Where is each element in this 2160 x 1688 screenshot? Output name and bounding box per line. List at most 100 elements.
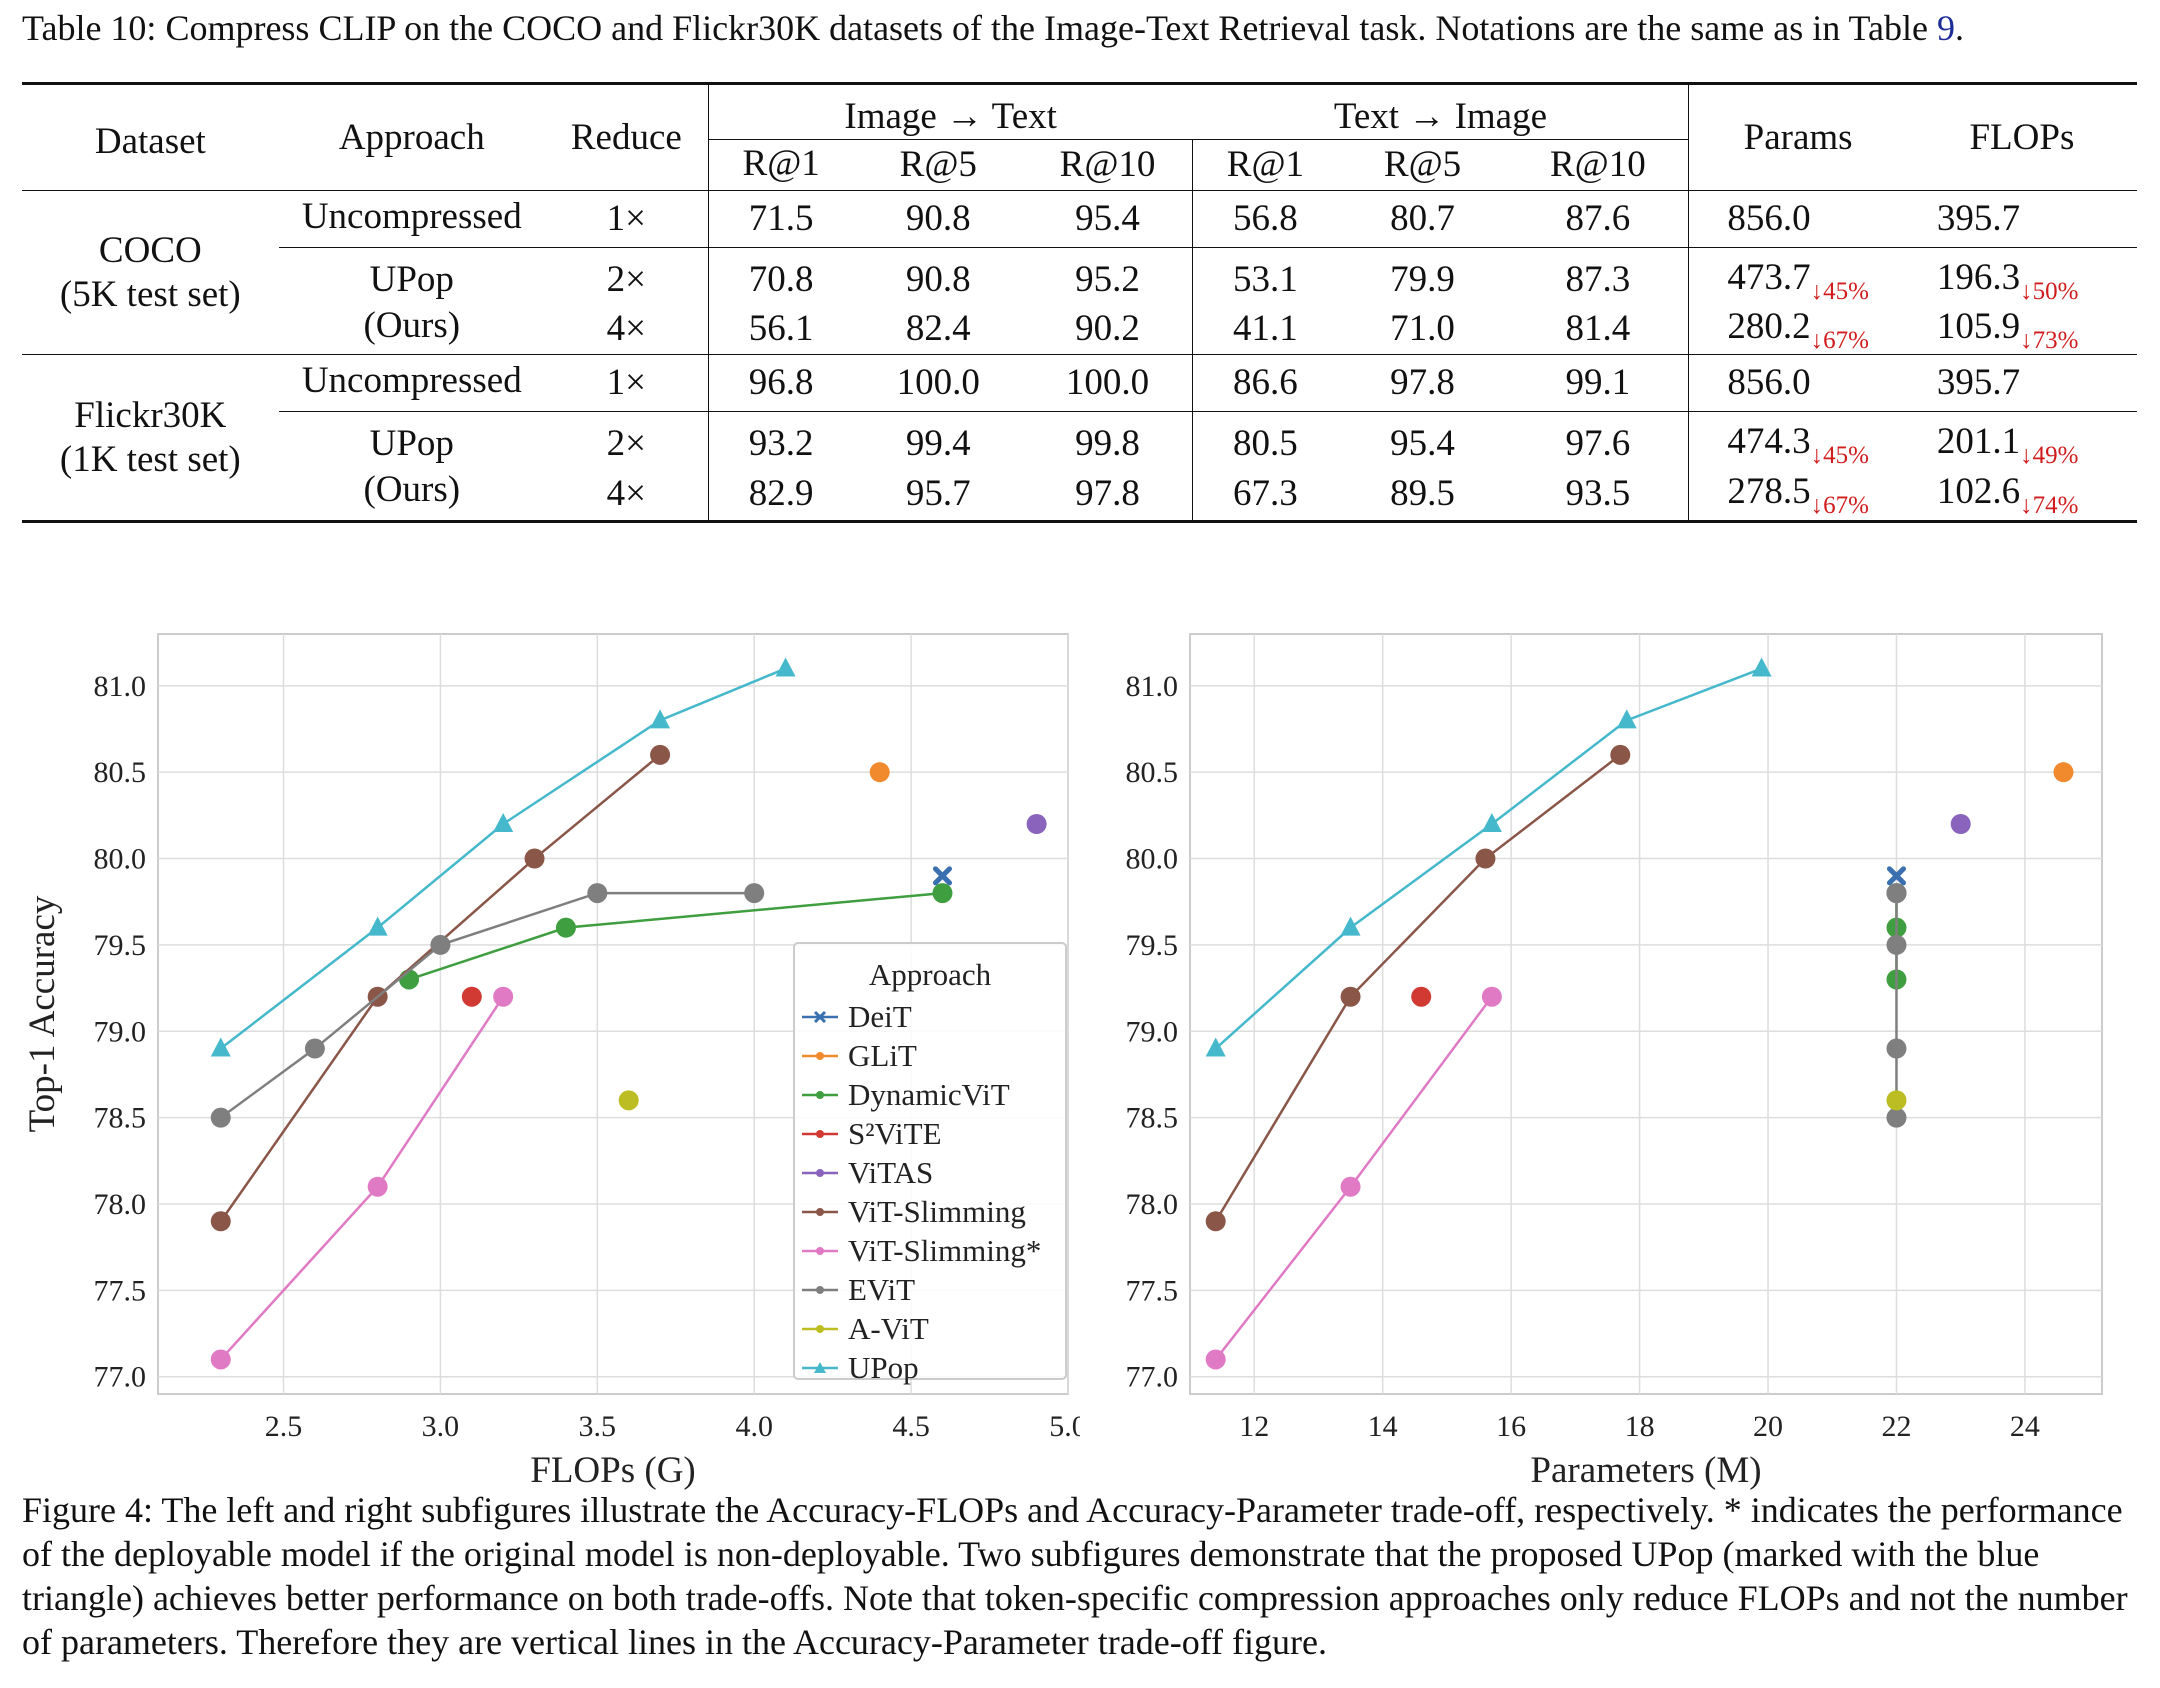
legend: Approach DeiT GLiT DynamicViT S²ViTE ViTAS ViT…: [793, 942, 1067, 1385]
results-table: Dataset Approach Reduce Image → Text Tex…: [22, 82, 2137, 523]
cell: 100.0: [853, 354, 1024, 412]
y-tick-label: 78.5: [1126, 1102, 1179, 1135]
flops-value: 201.1: [1936, 421, 2021, 462]
x-tick-label: 3.0: [422, 1410, 460, 1443]
params-delta: ↓67%: [1810, 492, 1869, 519]
legend-label-deit: DeiT: [848, 999, 912, 1034]
y-tick-label: 79.5: [94, 929, 147, 962]
point-vit-slimming-: [1481, 986, 1502, 1007]
params-value: 856.0: [1727, 362, 1811, 403]
series-line-vit-slimming: [1214, 753, 1622, 1222]
col-t2i: Text → Image: [1192, 83, 1690, 140]
y-tick-label: 78.0: [1126, 1188, 1179, 1221]
y-tick-label: 79.5: [1126, 929, 1179, 962]
flops-cell: 196.3↓50%: [1907, 248, 2137, 305]
y-tick-label: 78.0: [94, 1188, 147, 1221]
legend-label-vitas: ViTAS: [848, 1155, 933, 1190]
params-cell: 280.2↓67%: [1689, 304, 1907, 355]
legend-marker-deit: [813, 1010, 827, 1024]
params-value: 278.5: [1727, 471, 1811, 512]
params-cell: 856.0: [1688, 190, 1907, 248]
cell: 90.2: [1075, 308, 1140, 349]
cell: 99.1: [1507, 354, 1690, 412]
plot-frame: [1189, 633, 2103, 1395]
cell: 95.4: [1390, 423, 1455, 464]
flops-delta: ↓49%: [2020, 442, 2079, 469]
cell: 56.8: [1192, 190, 1338, 248]
point-dynamicvit: [399, 969, 420, 990]
point-deit: [1886, 866, 1906, 886]
x-axis-label: Parameters (M): [1530, 1450, 1761, 1490]
flops-value: 102.6: [1936, 471, 2021, 512]
header-row-1: Dataset Approach Reduce Image → Text Tex…: [22, 83, 2137, 162]
flops-cell: 102.6↓74%: [1907, 468, 2137, 522]
cell: 93.5: [1507, 468, 1690, 522]
cell: 99.8: [1075, 423, 1140, 464]
point-evit: [744, 883, 765, 904]
cell: 99.4: [905, 423, 971, 464]
cell: 95.7: [905, 473, 971, 514]
point-evit: [587, 883, 608, 904]
cell: 86.6: [1192, 354, 1338, 412]
cross-stroke: [932, 866, 952, 886]
point-dynamicvit: [555, 917, 576, 938]
point-upop: [775, 657, 796, 677]
flops-cell: 395.7: [1906, 190, 2137, 248]
cell: 82.9: [707, 468, 854, 522]
flops-value: 395.7: [1936, 362, 2021, 403]
table-row: (Ours) 4× 56.1 82.4 90.2 41.1 71.0 81.4 …: [22, 304, 2137, 355]
cross-stroke: [813, 1010, 827, 1024]
params-value: 280.2: [1727, 306, 1811, 347]
approach-cell: (Ours): [363, 305, 461, 346]
params-delta: ↓67%: [1810, 327, 1869, 354]
col-reduce: Reduce: [570, 116, 682, 158]
y-tick-label: 79.0: [94, 1015, 147, 1048]
cell: 97.8: [1337, 354, 1508, 412]
params-cell: 473.7↓45%: [1689, 248, 1907, 305]
cell: 70.8: [707, 247, 854, 304]
params-delta: ↓45%: [1810, 442, 1869, 469]
x-tick-label: 5.0: [1049, 1410, 1080, 1443]
approach-cell: UPop: [369, 259, 454, 300]
y-axis-label: Top-1 Accuracy: [22, 895, 63, 1132]
cell: 97.6: [1507, 411, 1690, 468]
table-ref-link[interactable]: 9: [1937, 8, 1955, 48]
legend-title: Approach: [869, 957, 992, 992]
point-vit-slimming-: [367, 1176, 388, 1197]
cell: 89.5: [1390, 473, 1455, 514]
table-row: UPop 2× 93.2 99.4 99.8 80.5 95.4 97.6 47…: [22, 411, 2137, 469]
point-vit-slimming: [1340, 986, 1361, 1007]
cell: 82.4: [905, 308, 971, 349]
point-dynamicvit: [932, 883, 953, 904]
point-vit-slimming-: [1205, 1349, 1226, 1370]
approach-cell: Uncompressed: [278, 190, 545, 248]
cell: 79.9: [1390, 259, 1455, 300]
point-a-vit: [618, 1090, 639, 1111]
table-row: UPop 2× 70.8 90.8 95.2 53.1 79.9 87.3 47…: [22, 247, 2137, 305]
cell: 95.4: [1023, 190, 1193, 248]
cell: 41.1: [1192, 304, 1338, 355]
legend-label-dynamicvit: DynamicViT: [848, 1077, 1010, 1112]
flops-cell: 395.7: [1906, 354, 2137, 412]
point-vitas: [1950, 814, 1971, 834]
cell: 93.2: [707, 411, 854, 468]
cell: 71.0: [1390, 308, 1455, 349]
params-value: 474.3: [1727, 421, 1811, 462]
table-caption: Table 10: Compress CLIP on the COCO and …: [22, 6, 2140, 50]
cell: 56.1: [707, 304, 854, 355]
col-i2t-r10: R@10: [1059, 144, 1156, 185]
series-line-vit-slimming: [219, 753, 661, 1222]
legend-label-glit: GLiT: [848, 1038, 917, 1073]
flops-delta: ↓50%: [2020, 278, 2079, 305]
point-evit: [304, 1038, 325, 1059]
y-tick-label: 80.5: [1126, 756, 1179, 789]
legend-marker-vit-slimming: [816, 1208, 824, 1216]
col-flops: FLOPs: [1969, 116, 2075, 158]
cell: 90.8: [905, 259, 971, 300]
y-tick-label: 81.0: [94, 670, 147, 703]
point-vit-slimming: [1610, 744, 1631, 765]
point-vit-slimming-: [1340, 1176, 1361, 1197]
col-dataset: Dataset: [94, 120, 206, 162]
x-tick-label: 24: [2010, 1410, 2040, 1443]
table-row: COCO (5K test set) Uncompressed 1× 71.5 9…: [22, 190, 2137, 355]
